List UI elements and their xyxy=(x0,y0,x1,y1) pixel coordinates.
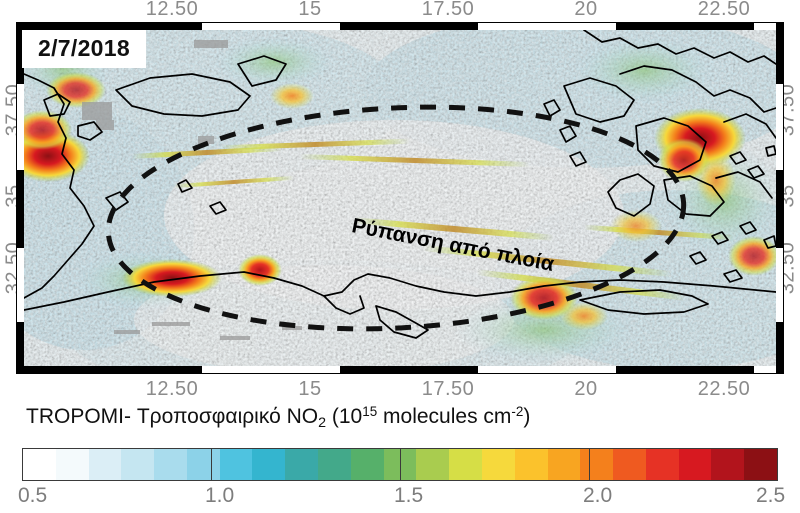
colorbar-segment-14 xyxy=(481,449,515,480)
colorbar-label-4: 2.5 xyxy=(756,484,786,507)
x-axis-tick-bottom-2: 17.50 xyxy=(421,378,475,400)
x-axis-tick-top-3: 20 xyxy=(574,0,598,20)
colorbar-segment-4 xyxy=(154,449,187,480)
colorbar-segment-8 xyxy=(285,449,319,480)
caption-text-prefix: TROPOMI- Τροποσφαιρικό NO xyxy=(26,404,319,428)
colorbar-segment-2 xyxy=(88,449,122,480)
x-axis-tick-bottom-1: 15 xyxy=(298,378,322,400)
colorbar-label-3: 2.0 xyxy=(583,484,613,507)
colorbar-segment-16 xyxy=(547,449,581,480)
colorbar-segment-22 xyxy=(744,449,777,480)
caption-no2-subscript: 2 xyxy=(318,414,327,431)
no2-raster-svg xyxy=(24,30,776,366)
colorbar-segment-13 xyxy=(449,449,482,480)
colorbar-label-1: 1.0 xyxy=(205,484,235,507)
colorbar-segment-12 xyxy=(416,449,450,480)
no2-map-panel xyxy=(16,22,784,374)
colorbar-segment-21 xyxy=(711,449,745,480)
x-axis-tick-bottom-3: 20 xyxy=(574,378,598,400)
caption-text-end: ) xyxy=(523,404,531,428)
colorbar-tick-2 xyxy=(400,448,401,481)
x-axis-tick-top-4: 22.50 xyxy=(697,0,751,20)
map-raster-area xyxy=(24,30,776,366)
caption-exponent-minus2: -2 xyxy=(511,404,524,419)
colorbar-segment-20 xyxy=(678,449,712,480)
x-axis-tick-bottom-0: 12.50 xyxy=(145,378,199,400)
colorbar-segment-18 xyxy=(613,449,646,480)
colorbar-tick-3 xyxy=(589,448,590,481)
date-label: 2/7/2018 xyxy=(22,30,146,68)
colorbar-segment-11 xyxy=(383,449,417,480)
colorbar-segment-6 xyxy=(219,449,253,480)
colorbar-segment-0 xyxy=(23,449,56,480)
colorbar-label-0: 0.5 xyxy=(18,484,48,507)
colorbar-segment-19 xyxy=(645,449,679,480)
x-axis-tick-top-1: 15 xyxy=(298,0,322,20)
colorbar-segment-1 xyxy=(55,449,89,480)
colorbar-segment-3 xyxy=(121,449,155,480)
colorbar-segment-10 xyxy=(350,449,384,480)
x-axis-tick-top-2: 17.50 xyxy=(421,0,475,20)
caption-exponent-15: 15 xyxy=(362,404,378,419)
caption-text-mid: (10 xyxy=(326,404,363,428)
x-axis-tick-top-0: 12.50 xyxy=(145,0,199,20)
colorbar-segment-5 xyxy=(186,449,220,480)
colorbar-caption: TROPOMI- Τροποσφαιρικό NO2 (1015 molecul… xyxy=(26,404,530,431)
colorbar-segment-15 xyxy=(514,449,548,480)
x-axis-tick-bottom-4: 22.50 xyxy=(697,378,751,400)
colorbar-label-2: 1.5 xyxy=(394,484,424,507)
caption-text-mid2: molecules cm xyxy=(377,404,512,428)
colorbar-segment-17 xyxy=(580,449,614,480)
colorbar-segment-7 xyxy=(252,449,286,480)
colorbar-tick-1 xyxy=(211,448,212,481)
colorbar-segment-9 xyxy=(318,449,351,480)
